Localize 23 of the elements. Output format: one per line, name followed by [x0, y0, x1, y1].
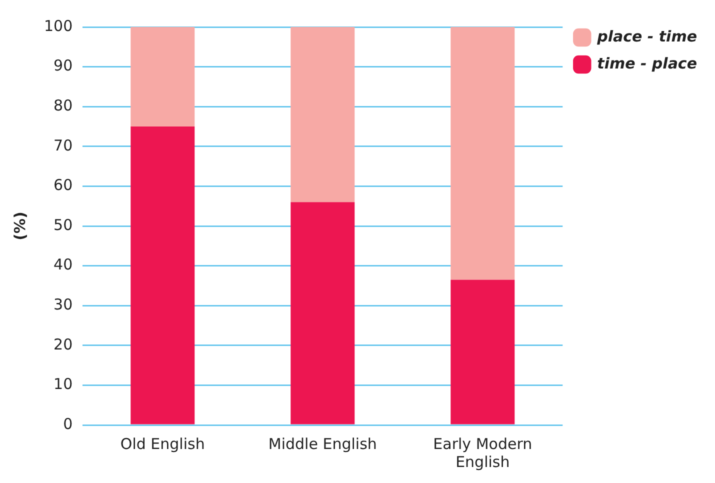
y-tick-label: 70 [54, 136, 73, 154]
y-tick-label: 80 [54, 96, 73, 114]
x-tick-label: Old English [120, 434, 205, 453]
x-tick-label: Middle English [268, 434, 377, 453]
y-axis-title: (%) [10, 212, 29, 240]
x-tick-label: Early Modern English [433, 434, 532, 471]
y-tick-label: 40 [54, 256, 73, 274]
bar [130, 27, 195, 126]
bar [450, 280, 515, 424]
y-tick-label: 0 [63, 414, 73, 433]
y-tick-label: 90 [54, 56, 73, 75]
y-tick-label: 10 [54, 375, 73, 394]
y-tick-label: 30 [54, 295, 73, 314]
legend-label: place - time [596, 27, 698, 46]
y-tick-label: 20 [54, 335, 73, 354]
y-tick-label: 60 [54, 176, 73, 194]
bar [290, 202, 355, 424]
bar [130, 126, 195, 424]
bar [450, 27, 515, 280]
y-tick-label: 50 [54, 216, 73, 234]
legend-label: time - place [597, 54, 698, 72]
bar [290, 27, 355, 202]
y-tick-label: 100 [44, 16, 73, 35]
